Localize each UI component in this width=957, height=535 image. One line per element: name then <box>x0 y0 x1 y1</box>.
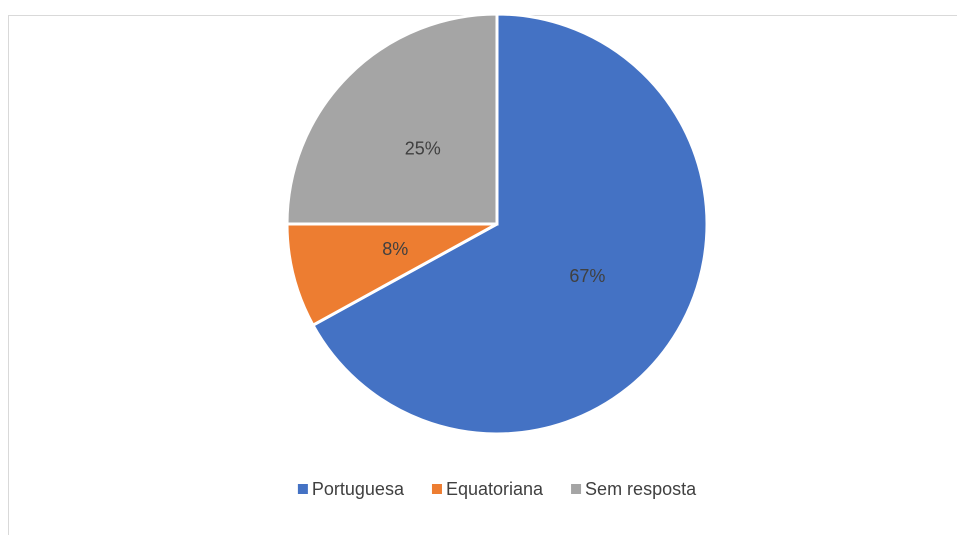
pie-slice <box>310 12 709 436</box>
pie-slice <box>285 12 499 226</box>
data-label: 25% <box>405 139 441 159</box>
pie-slice <box>285 222 498 328</box>
legend-swatch <box>431 484 442 494</box>
data-label: 8% <box>382 239 408 259</box>
legend-label: Sem resposta <box>585 479 697 499</box>
legend-swatch <box>571 484 582 494</box>
legend-label: Equatoriana <box>446 479 544 499</box>
legend-label: Portuguesa <box>312 479 405 499</box>
data-label: 67% <box>569 266 605 286</box>
legend-swatch <box>297 484 308 494</box>
